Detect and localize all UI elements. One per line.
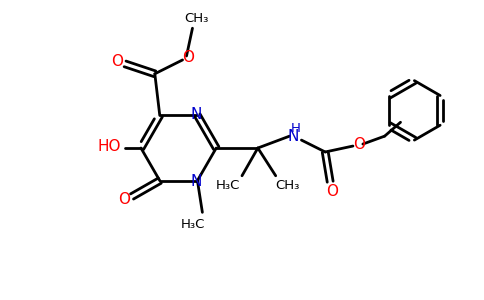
Text: O: O bbox=[182, 50, 195, 65]
Text: N: N bbox=[191, 107, 202, 122]
Text: O: O bbox=[326, 184, 338, 199]
Text: N: N bbox=[288, 129, 299, 144]
Text: H: H bbox=[290, 122, 301, 135]
Text: CH₃: CH₃ bbox=[184, 12, 209, 25]
Text: H₃C: H₃C bbox=[180, 218, 205, 231]
Text: N: N bbox=[191, 174, 202, 189]
Text: O: O bbox=[118, 192, 130, 207]
Text: CH₃: CH₃ bbox=[275, 179, 300, 192]
Text: O: O bbox=[111, 54, 123, 69]
Text: H₃C: H₃C bbox=[216, 179, 241, 192]
Text: O: O bbox=[353, 136, 365, 152]
Text: HO: HO bbox=[98, 139, 121, 154]
